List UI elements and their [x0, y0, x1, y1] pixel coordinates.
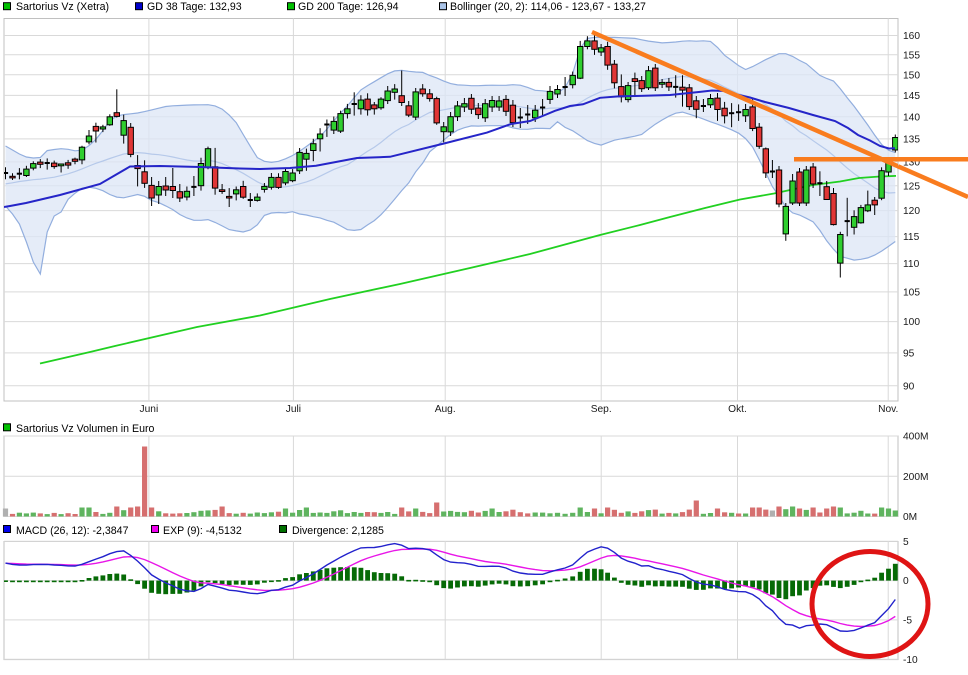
svg-text:155: 155 — [903, 50, 920, 61]
svg-text:200M: 200M — [903, 472, 928, 483]
svg-text:160: 160 — [903, 31, 920, 42]
svg-text:110: 110 — [903, 259, 920, 270]
svg-text:Bollinger (20, 2): 114,06 - 12: Bollinger (20, 2): 114,06 - 123,67 - 133… — [450, 1, 646, 13]
svg-text:Okt.: Okt. — [728, 404, 747, 415]
svg-text:95: 95 — [903, 349, 915, 360]
svg-text:100: 100 — [903, 317, 920, 328]
svg-text:90: 90 — [903, 381, 915, 392]
svg-text:125: 125 — [903, 181, 920, 192]
svg-text:-5: -5 — [903, 616, 912, 627]
svg-text:GD 38 Tage: 132,93: GD 38 Tage: 132,93 — [147, 1, 242, 13]
svg-text:MACD (26, 12): -2,3847: MACD (26, 12): -2,3847 — [16, 525, 129, 537]
svg-text:400M: 400M — [903, 432, 928, 443]
svg-text:150: 150 — [903, 70, 920, 81]
svg-text:-10: -10 — [903, 655, 918, 666]
svg-text:115: 115 — [903, 232, 920, 243]
svg-text:120: 120 — [903, 206, 920, 217]
svg-text:Nov.: Nov. — [878, 404, 898, 415]
svg-text:0: 0 — [903, 576, 909, 587]
svg-text:130: 130 — [903, 158, 920, 169]
svg-text:105: 105 — [903, 288, 920, 299]
svg-text:Divergence: 2,1285: Divergence: 2,1285 — [292, 525, 384, 537]
svg-text:Juni: Juni — [140, 404, 159, 415]
svg-text:Juli: Juli — [286, 404, 301, 415]
svg-text:EXP (9): -4,5132: EXP (9): -4,5132 — [163, 525, 242, 537]
svg-text:135: 135 — [903, 135, 920, 146]
svg-text:145: 145 — [903, 91, 920, 102]
svg-text:0M: 0M — [903, 512, 917, 523]
svg-text:Sep.: Sep. — [591, 404, 612, 415]
svg-text:Aug.: Aug. — [435, 404, 456, 415]
svg-text:Sartorius Vz Volumen in Euro: Sartorius Vz Volumen in Euro — [16, 423, 154, 435]
svg-text:Sartorius Vz (Xetra): Sartorius Vz (Xetra) — [16, 1, 109, 13]
svg-text:GD 200 Tage: 126,94: GD 200 Tage: 126,94 — [298, 1, 399, 13]
svg-text:5: 5 — [903, 537, 909, 548]
svg-text:140: 140 — [903, 112, 920, 123]
